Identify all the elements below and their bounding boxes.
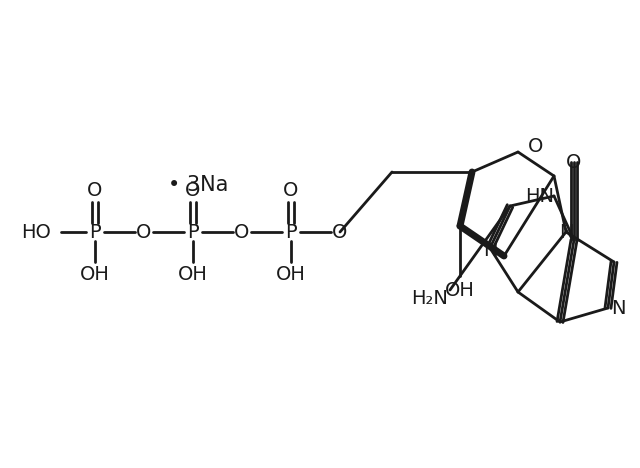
Text: O: O <box>566 153 582 171</box>
Text: OH: OH <box>178 264 208 284</box>
Text: OH: OH <box>80 264 110 284</box>
Text: P: P <box>285 222 297 241</box>
Text: HN: HN <box>525 187 554 205</box>
Text: OH: OH <box>445 280 475 300</box>
Text: • 3Na: • 3Na <box>168 175 228 195</box>
Text: O: O <box>186 181 201 199</box>
Text: P: P <box>187 222 199 241</box>
Text: O: O <box>136 222 152 241</box>
Text: O: O <box>234 222 250 241</box>
Text: OH: OH <box>276 264 306 284</box>
Text: HO: HO <box>21 222 51 241</box>
Text: O: O <box>332 222 348 241</box>
Text: N: N <box>611 299 625 317</box>
Text: N: N <box>559 222 573 241</box>
Text: O: O <box>528 137 543 155</box>
Text: P: P <box>89 222 101 241</box>
Text: N: N <box>483 241 497 259</box>
Text: H₂N: H₂N <box>411 288 448 307</box>
Text: O: O <box>284 181 299 199</box>
Text: O: O <box>87 181 102 199</box>
